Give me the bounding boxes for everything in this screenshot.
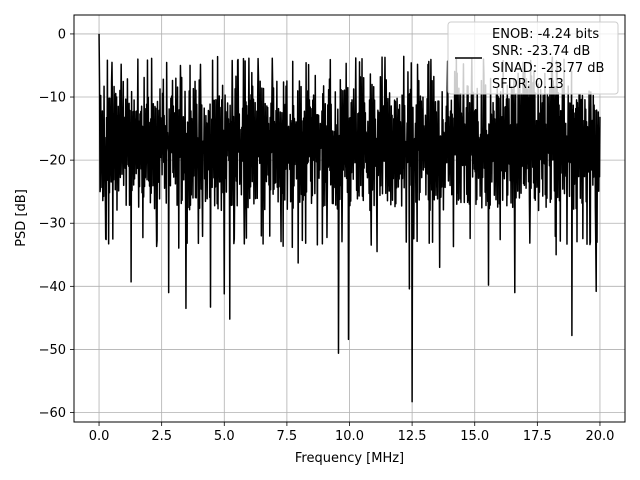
- y-tick-label: −10: [39, 91, 66, 106]
- y-tick-label: −60: [39, 406, 66, 421]
- y-tick-label: −40: [39, 280, 66, 295]
- series-layer: [98, 33, 601, 403]
- x-tick-label: 2.5: [151, 429, 172, 444]
- x-tick-label: 20.0: [585, 429, 614, 444]
- y-tick-label: 0: [58, 27, 66, 42]
- y-axis-ticks: 0 −10 −20 −30 −40 −50 −60: [39, 27, 74, 421]
- legend-snr: SNR: -23.74 dB: [492, 44, 590, 59]
- x-axis-ticks: 0.0 2.5 5.0 7.5 10.0 12.5 15.0 17.5 20.0: [89, 422, 614, 444]
- y-axis-label: PSD [dB]: [14, 189, 29, 247]
- y-tick-label: −20: [39, 154, 66, 169]
- x-tick-label: 12.5: [398, 429, 427, 444]
- legend: ENOB: -4.24 bits SNR: -23.74 dB SINAD: -…: [447, 21, 619, 95]
- psd-series-line: [98, 33, 601, 403]
- legend-sinad: SINAD: -23.77 dB: [492, 61, 604, 76]
- x-tick-label: 15.0: [460, 429, 489, 444]
- legend-enob: ENOB: -4.24 bits: [492, 27, 599, 42]
- x-tick-label: 10.0: [335, 429, 364, 444]
- x-tick-label: 5.0: [214, 429, 235, 444]
- x-axis-label: Frequency [MHz]: [295, 451, 404, 466]
- x-tick-label: 7.5: [277, 429, 298, 444]
- x-tick-label: 17.5: [523, 429, 552, 444]
- y-tick-label: −30: [39, 217, 66, 232]
- legend-sfdr: SFDR: 0.13: [492, 77, 564, 92]
- y-tick-label: −50: [39, 343, 66, 358]
- legend-box: [447, 21, 619, 95]
- x-tick-label: 0.0: [89, 429, 110, 444]
